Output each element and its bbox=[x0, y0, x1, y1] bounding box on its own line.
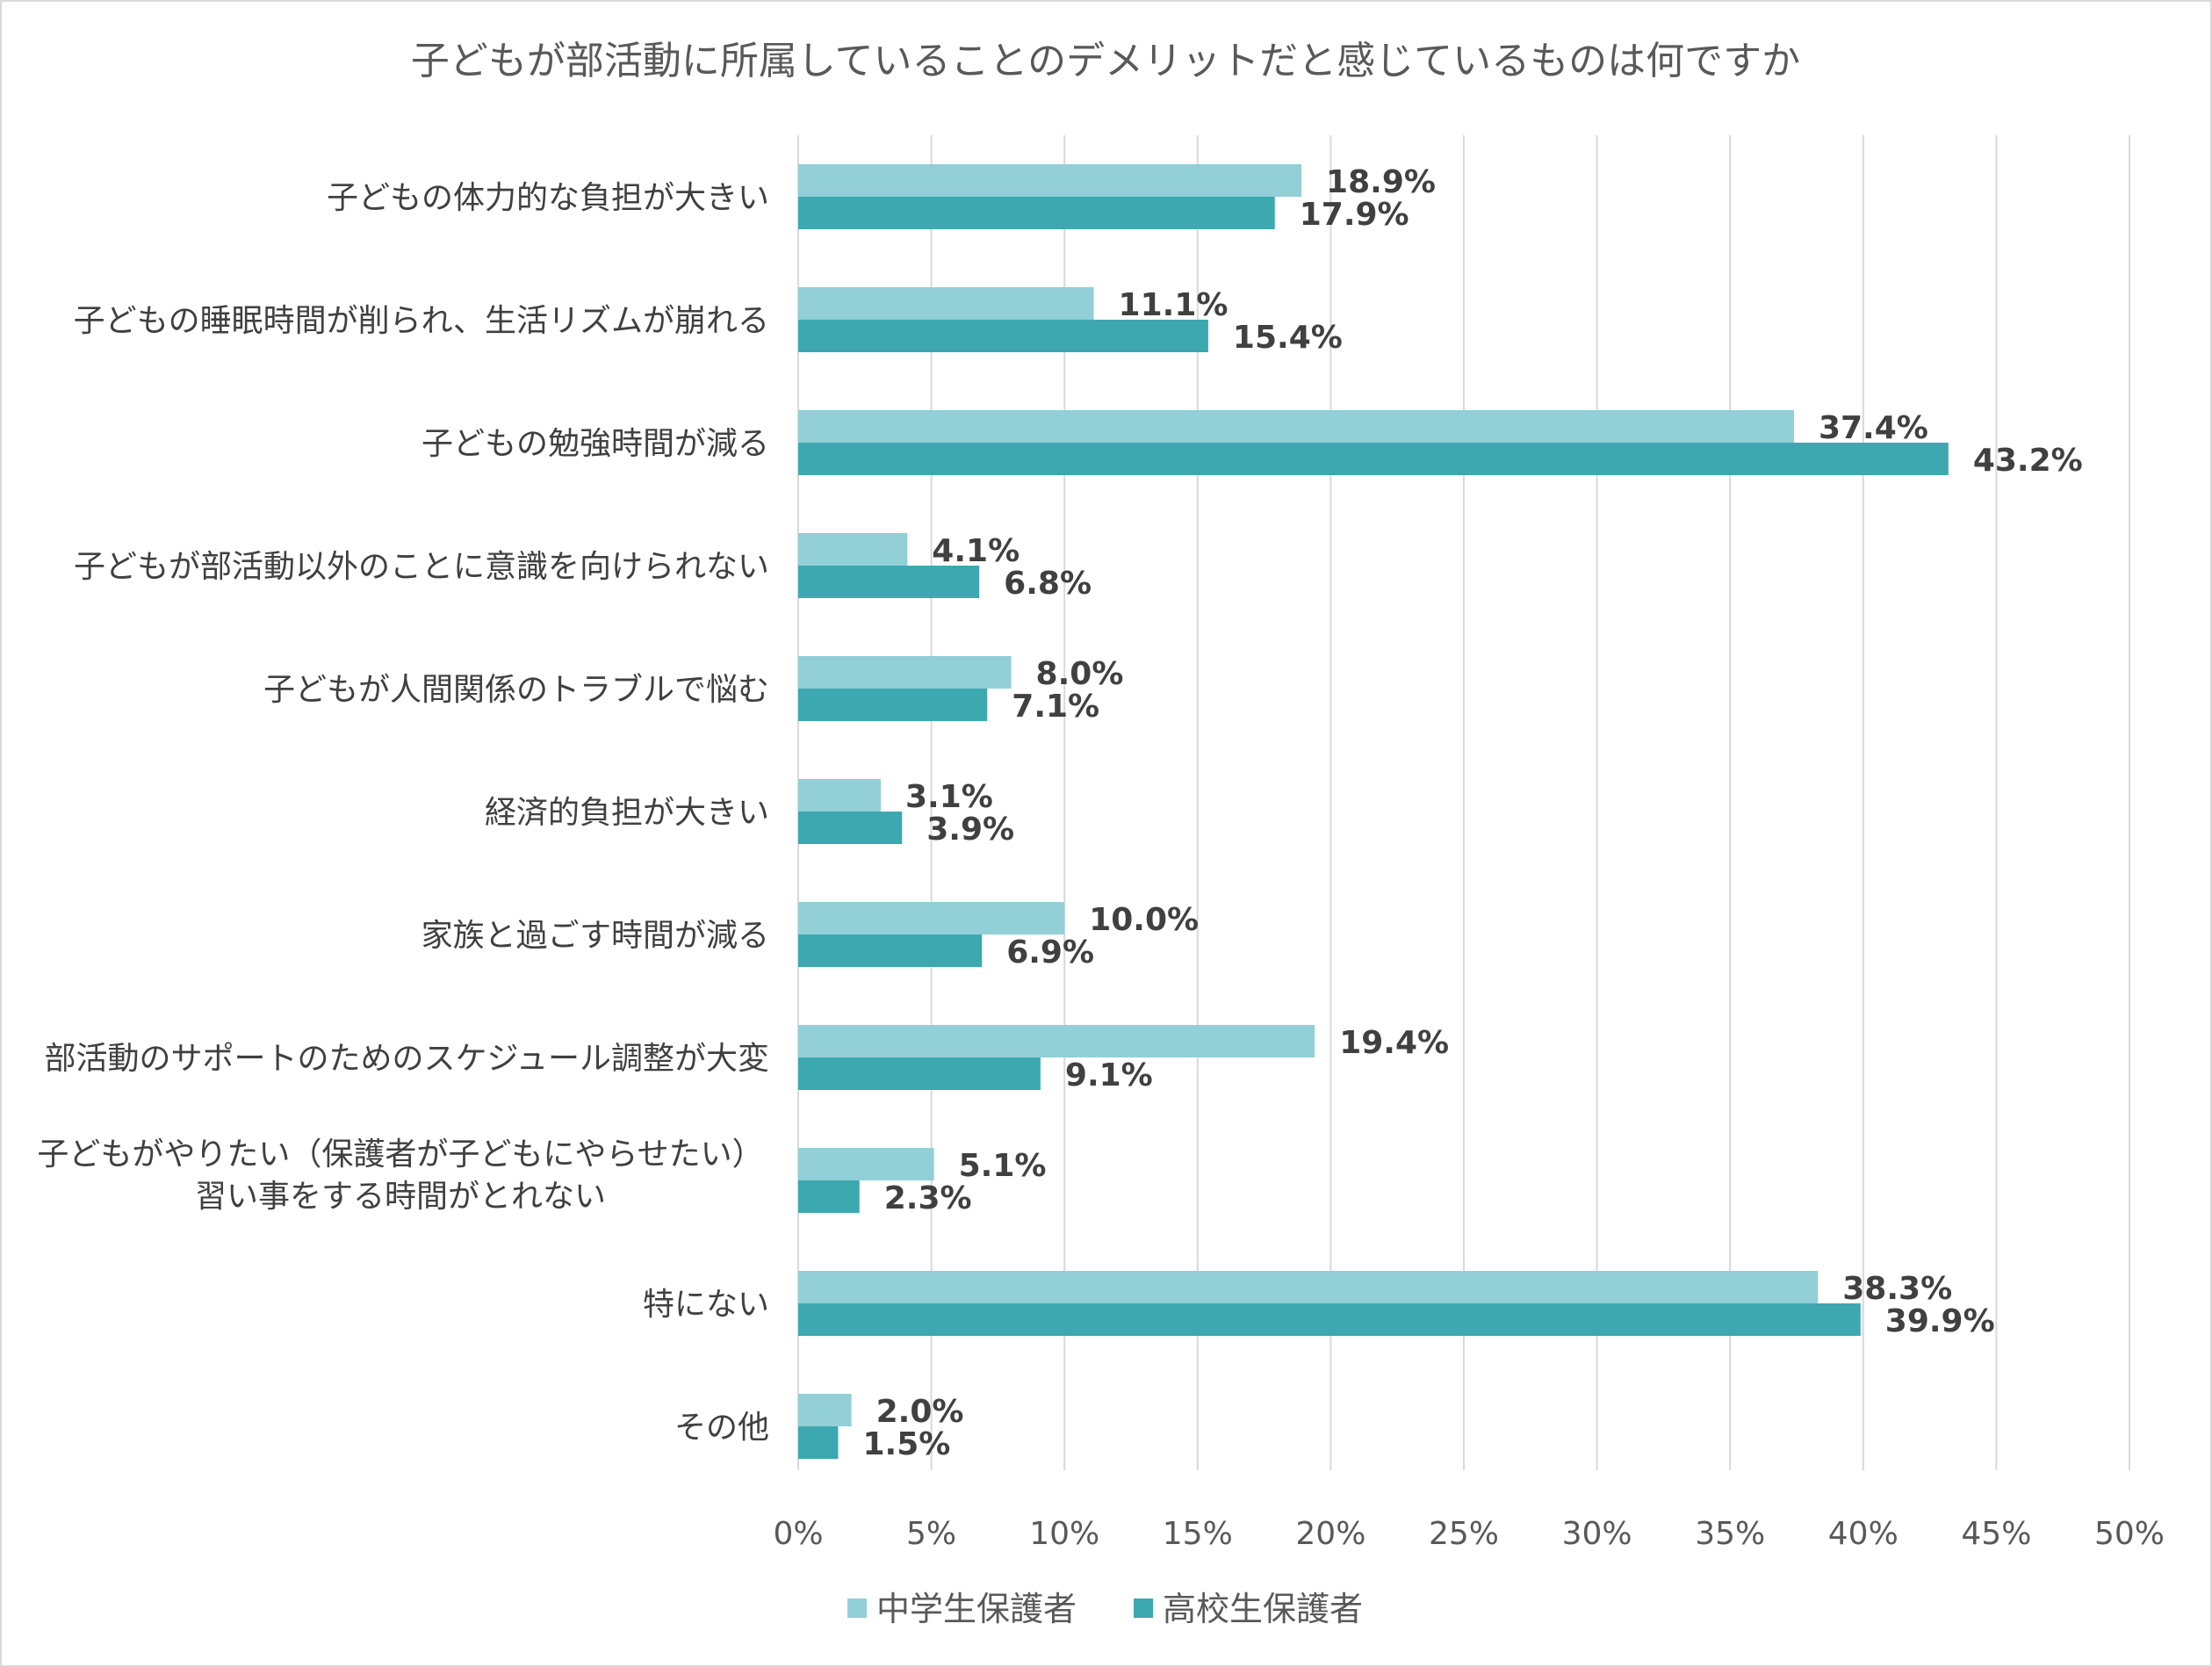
x-tick-label: 30% bbox=[1562, 1516, 1632, 1552]
x-tick-label: 5% bbox=[906, 1516, 956, 1552]
data-label: 5.1% bbox=[959, 1148, 1047, 1184]
x-tick-label: 20% bbox=[1295, 1516, 1365, 1552]
bar-junior-high bbox=[798, 1025, 1315, 1057]
category-labels: 子どもの体力的な負担が大きい子どもの睡眠時間が削られ、生活リズムが崩れる子どもの… bbox=[37, 180, 769, 1446]
category-label: 子どもがやりたい（保護者が子どもにやらせたい） bbox=[37, 1137, 763, 1173]
x-tick-label: 25% bbox=[1429, 1516, 1499, 1552]
data-label: 6.8% bbox=[1004, 566, 1092, 602]
data-label: 19.4% bbox=[1339, 1025, 1449, 1061]
bar-junior-high bbox=[798, 410, 1794, 443]
bar-high-school bbox=[798, 935, 983, 967]
bar-junior-high bbox=[798, 779, 881, 812]
data-label: 7.1% bbox=[1012, 689, 1099, 725]
bar-high-school bbox=[798, 566, 980, 598]
x-tick-label: 15% bbox=[1163, 1516, 1233, 1552]
category-label: 子どもの勉強時間が減る bbox=[422, 426, 769, 462]
data-label: 10.0% bbox=[1089, 902, 1199, 938]
x-tick-label: 45% bbox=[1961, 1516, 2031, 1552]
bars: 18.9%17.9% 11.1%15.4% 37.4% 43.2% 4.1%6.8% 8.… bbox=[798, 164, 2083, 1462]
data-label: 17.9% bbox=[1300, 197, 1409, 233]
category-label: 習い事をする時間がとれない bbox=[195, 1179, 606, 1215]
bar-junior-high bbox=[798, 902, 1065, 935]
gridlines bbox=[797, 135, 2130, 1470]
category-label: 子どもの睡眠時間が削られ、生活リズムが崩れる bbox=[74, 303, 769, 339]
bar-high-school bbox=[798, 812, 903, 844]
bar-high-school bbox=[798, 1180, 860, 1213]
x-tick-label: 35% bbox=[1695, 1516, 1765, 1552]
bar-high-school bbox=[798, 1426, 839, 1459]
x-axis-tick-labels: 0% 5% 10% 15% 20% 25% 30% 35% 40% 45% 50% bbox=[773, 1516, 2165, 1552]
category-label: 経済的負担が大きい bbox=[485, 795, 769, 831]
data-label: 1.5% bbox=[862, 1426, 950, 1462]
x-tick-label: 40% bbox=[1828, 1516, 1899, 1552]
bar-junior-high bbox=[798, 287, 1094, 320]
data-label: 3.1% bbox=[905, 779, 993, 815]
bar-high-school bbox=[798, 1303, 1861, 1336]
category-label: 子どもが部活動以外のことに意識を向けられない bbox=[74, 549, 769, 585]
data-label: 11.1% bbox=[1119, 287, 1228, 323]
data-label: 15.4% bbox=[1233, 320, 1343, 356]
category-label: 部活動のサポートのためのスケジュール調整が大変 bbox=[45, 1041, 769, 1077]
bar-junior-high bbox=[798, 1394, 852, 1426]
data-label: 18.9% bbox=[1326, 164, 1436, 200]
data-label: 3.9% bbox=[926, 812, 1014, 848]
x-tick-label: 10% bbox=[1029, 1516, 1099, 1552]
category-label: 家族と過ごす時間が減る bbox=[422, 918, 769, 954]
category-label: その他 bbox=[674, 1410, 769, 1446]
legend-swatch bbox=[847, 1598, 867, 1618]
data-label: 9.1% bbox=[1065, 1057, 1153, 1093]
category-label: 子どもの体力的な負担が大きい bbox=[327, 180, 769, 216]
data-label: 6.9% bbox=[1006, 935, 1094, 971]
chart-title: 子どもが部活動に所属していることのデメリットだと感じているものは何ですか bbox=[411, 39, 1800, 83]
data-label: 37.4% bbox=[1819, 410, 1928, 446]
data-label: 39.9% bbox=[1885, 1303, 1995, 1339]
legend-label: 中学生保護者 bbox=[876, 1590, 1077, 1628]
bar-high-school bbox=[798, 443, 1949, 475]
bar-junior-high bbox=[798, 533, 908, 566]
legend: 中学生保護者 高校生保護者 bbox=[847, 1590, 1363, 1628]
bar-junior-high bbox=[798, 1148, 934, 1180]
bar-high-school bbox=[798, 1057, 1041, 1090]
bar-junior-high bbox=[798, 656, 1012, 689]
bar-high-school bbox=[798, 689, 988, 721]
bar-junior-high bbox=[798, 1271, 1819, 1303]
x-tick-label: 50% bbox=[2094, 1516, 2165, 1552]
bar-high-school bbox=[798, 197, 1275, 229]
legend-label: 高校生保護者 bbox=[1163, 1590, 1363, 1628]
data-label: 8.0% bbox=[1036, 656, 1124, 692]
data-label: 38.3% bbox=[1842, 1271, 1952, 1307]
data-label: 2.0% bbox=[876, 1394, 964, 1430]
category-label: 特にない bbox=[643, 1287, 769, 1323]
data-label: 43.2% bbox=[1973, 443, 2083, 479]
bar-junior-high bbox=[798, 164, 1302, 197]
data-label: 4.1% bbox=[932, 533, 1020, 569]
legend-swatch bbox=[1134, 1598, 1153, 1618]
data-label: 2.3% bbox=[884, 1180, 972, 1216]
x-tick-label: 0% bbox=[773, 1516, 823, 1552]
category-label: 子どもが人間関係のトラブルで悩む bbox=[263, 672, 769, 708]
bar-high-school bbox=[798, 320, 1208, 352]
